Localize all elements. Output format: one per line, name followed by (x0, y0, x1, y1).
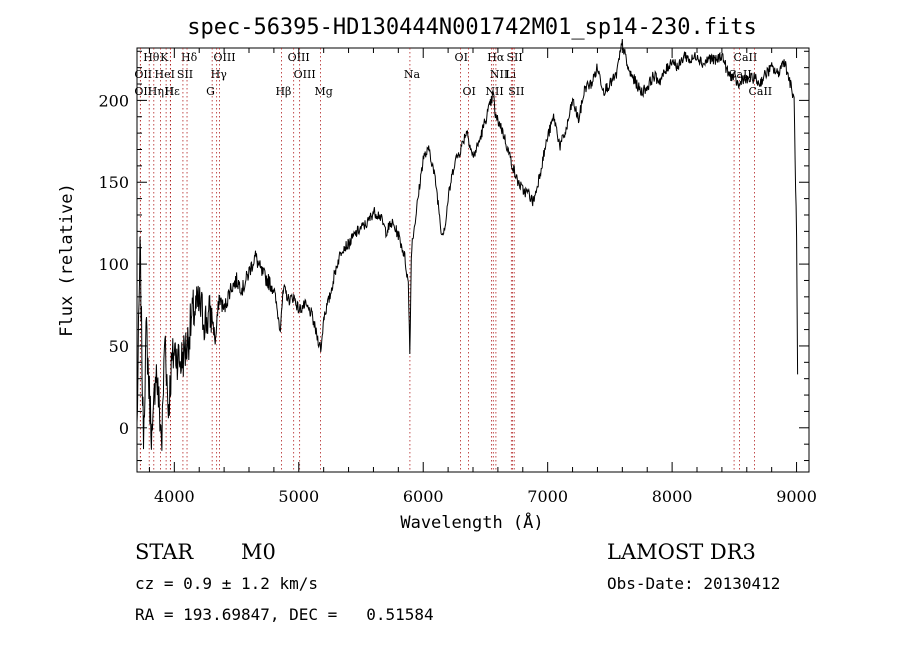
line-label-12: Hγ (211, 68, 228, 81)
x-tick-label: 6000 (403, 487, 444, 506)
line-label-9: OII (134, 68, 152, 81)
x-tick-label: 9000 (776, 487, 817, 506)
line-label-14: Na (404, 68, 421, 81)
y-tick-label: 50 (109, 337, 129, 356)
line-label-27: SII (508, 85, 524, 98)
spectrum-line (136, 38, 799, 451)
line-label-11: SII (177, 68, 193, 81)
line-label-20: Hη (148, 85, 164, 98)
line-label-13: OIII (294, 68, 316, 81)
line-label-16: Li (505, 68, 516, 81)
x-axis: 4000 5000 6000 7000 8000 9000 (148, 48, 817, 506)
y-axis-label: Flux (relative) (57, 183, 77, 337)
line-label-28: CaII (748, 85, 772, 98)
x-tick-label: 8000 (652, 487, 693, 506)
line-label-10: HeI (155, 68, 175, 81)
y-tick-label: 100 (98, 255, 129, 274)
line-label-5: OI (455, 51, 468, 64)
spectral-line-markers: HθKHδOIIIOIIIOIHαSIICaIIOIIHeISIIHγOIIIN… (134, 48, 772, 472)
x-tick-label: 7000 (527, 487, 568, 506)
line-label-0: Hθ (143, 51, 160, 64)
obs-date: Obs-Date: 20130412 (607, 574, 781, 593)
line-label-21: H (164, 85, 174, 98)
line-label-18: OII (134, 85, 152, 98)
subclass: M0 (241, 540, 276, 564)
x-tick-label: 5000 (278, 487, 319, 506)
line-label-22: G (206, 85, 215, 98)
line-label-1: K (160, 51, 169, 64)
line-label-15: NII (490, 68, 508, 81)
coordinates: RA = 193.69847, DEC = 0.51584 (135, 605, 434, 624)
x-axis-label: Wavelength (Å) (400, 511, 543, 533)
line-label-25: OI (463, 85, 476, 98)
y-tick-label: 200 (98, 91, 129, 110)
chart-title: spec-56395-HD130444N001742M01_sp14-230.f… (187, 15, 757, 40)
x-tick-label: 4000 (154, 487, 195, 506)
line-label-2: Hδ (181, 51, 198, 64)
line-label-8: CaII (734, 51, 758, 64)
y-tick-label: 150 (98, 173, 129, 192)
object-type: STAR (135, 540, 194, 564)
redshift-cz: cz = 0.9 ± 1.2 km/s (135, 574, 319, 593)
line-label-19: Hε (165, 85, 181, 98)
line-label-26: NII (485, 85, 503, 98)
line-label-24: Mg (315, 85, 333, 98)
survey-name: LAMOST DR3 (607, 540, 756, 564)
line-label-23: Hβ (275, 85, 291, 98)
y-tick-label: 0 (119, 419, 129, 438)
plot-frame (136, 47, 810, 473)
y-axis: 0 50 100 150 200 (98, 50, 809, 462)
line-label-3: OIII (214, 51, 236, 64)
